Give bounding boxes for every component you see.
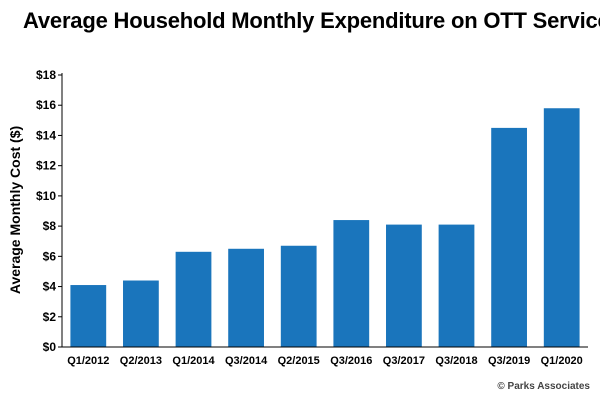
bar xyxy=(228,248,264,347)
x-tick-label: Q1/2012 xyxy=(67,355,109,367)
y-tick-label: $0 xyxy=(43,340,57,354)
bar xyxy=(280,245,317,347)
y-tick-label: $12 xyxy=(36,159,56,173)
x-tick-label: Q3/2019 xyxy=(488,355,530,367)
copyright-credit: © Parks Associates xyxy=(497,381,590,392)
x-tick-label: Q2/2015 xyxy=(278,355,320,367)
bars xyxy=(70,108,580,347)
x-tick-label: Q2/2013 xyxy=(120,355,162,367)
bar xyxy=(175,251,212,347)
x-tick-label: Q1/2020 xyxy=(541,355,583,367)
x-tick-label: Q3/2016 xyxy=(330,355,372,367)
y-tick-label: $16 xyxy=(36,98,56,112)
bar xyxy=(123,280,159,347)
y-tick-label: $6 xyxy=(43,249,57,263)
y-tick-label: $18 xyxy=(36,68,56,82)
bar xyxy=(491,127,527,347)
y-tick-label: $8 xyxy=(43,219,57,233)
x-tick-label: Q3/2017 xyxy=(383,355,425,367)
y-tick-label: $14 xyxy=(36,128,56,142)
chart-title: Average Household Monthly Expenditure on… xyxy=(23,8,600,33)
y-axis-ticks: $0 $2 $4 $6 $8 $10 $12 $14 $16 $18 xyxy=(36,68,62,354)
y-axis-label: Average Monthly Cost ($) xyxy=(7,126,23,294)
y-tick-label: $2 xyxy=(43,310,57,324)
x-tick-label: Q1/2014 xyxy=(172,355,215,367)
x-axis-labels: Q1/2012 Q2/2013 Q1/2014 Q3/2014 Q2/2015 Q3/20… xyxy=(67,355,583,367)
y-tick-label: $4 xyxy=(43,280,57,294)
bar xyxy=(70,285,107,347)
x-tick-label: Q3/2018 xyxy=(435,355,477,367)
bar xyxy=(543,108,580,347)
bar xyxy=(386,224,422,347)
bar xyxy=(438,224,475,347)
bar xyxy=(333,220,370,347)
x-tick-label: Q3/2014 xyxy=(225,355,268,367)
y-tick-label: $10 xyxy=(36,189,56,203)
